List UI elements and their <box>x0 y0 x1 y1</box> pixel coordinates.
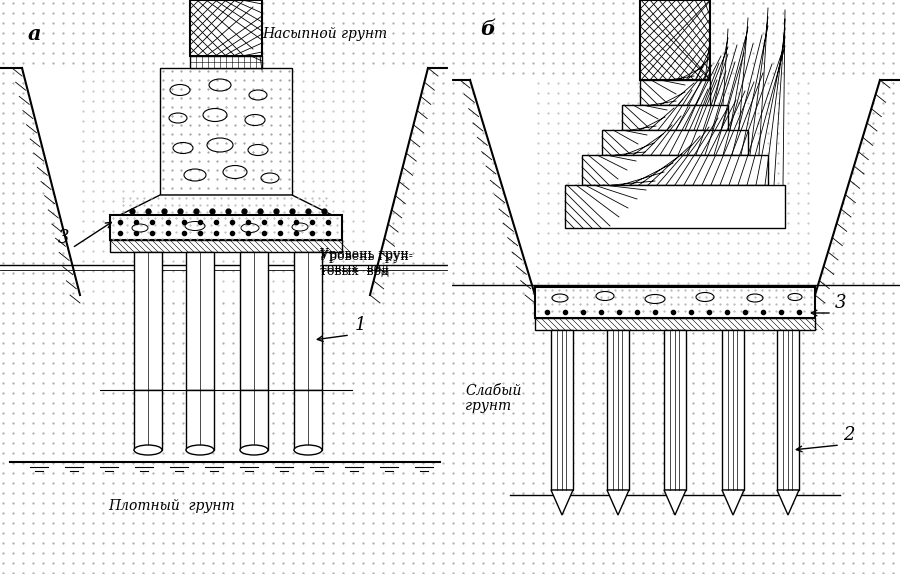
Bar <box>664 330 686 490</box>
Bar <box>186 252 214 390</box>
Text: 1: 1 <box>355 316 366 334</box>
Bar <box>0 0 450 574</box>
Text: Насыпной грунт: Насыпной грунт <box>262 27 387 41</box>
Polygon shape <box>722 490 744 515</box>
Bar <box>190 56 262 68</box>
Bar <box>450 0 900 574</box>
Text: 3: 3 <box>58 229 69 247</box>
Bar <box>535 287 815 318</box>
Text: Уровень грун-: Уровень грун- <box>320 248 413 261</box>
Bar <box>134 390 162 450</box>
Bar <box>607 330 629 490</box>
Ellipse shape <box>134 445 162 455</box>
Bar <box>240 252 268 390</box>
Text: б: б <box>480 19 495 39</box>
Polygon shape <box>607 490 629 515</box>
Bar <box>294 252 322 390</box>
Text: Плотный  грунт: Плотный грунт <box>108 499 235 513</box>
Bar <box>110 240 342 252</box>
Bar <box>186 390 214 450</box>
Bar <box>640 80 710 105</box>
Polygon shape <box>470 80 880 295</box>
Text: грунт: грунт <box>465 399 511 413</box>
Bar <box>134 252 162 390</box>
Polygon shape <box>664 490 686 515</box>
Bar <box>622 105 728 130</box>
Bar <box>190 0 262 56</box>
Ellipse shape <box>240 445 268 455</box>
Bar <box>777 330 799 490</box>
Bar <box>640 0 710 80</box>
Polygon shape <box>777 490 799 515</box>
Text: товых  вод: товых вод <box>320 262 389 275</box>
Text: 3: 3 <box>835 294 847 312</box>
Bar <box>160 68 292 195</box>
Ellipse shape <box>294 445 322 455</box>
Bar <box>535 318 815 330</box>
Text: товых  вод: товых вод <box>320 265 389 278</box>
Polygon shape <box>551 490 573 515</box>
Bar <box>110 215 342 240</box>
Text: 2: 2 <box>843 426 854 444</box>
Text: Уровень грун-: Уровень грун- <box>320 250 413 263</box>
Ellipse shape <box>186 445 214 455</box>
Bar <box>551 330 573 490</box>
Bar <box>722 330 744 490</box>
Polygon shape <box>22 68 428 295</box>
Bar <box>582 155 768 185</box>
Bar <box>240 390 268 450</box>
Bar <box>602 130 748 155</box>
Text: а: а <box>28 24 41 44</box>
Bar <box>565 185 785 228</box>
Bar <box>294 390 322 450</box>
Polygon shape <box>120 195 332 215</box>
Text: Слабый: Слабый <box>465 384 521 398</box>
